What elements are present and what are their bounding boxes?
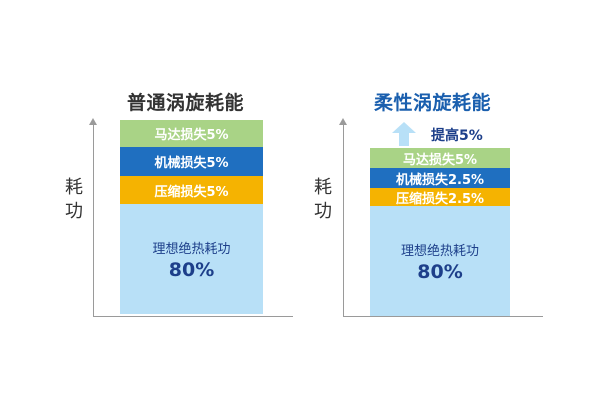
- bar-segment-motor-loss: 马达损失5%: [120, 120, 263, 147]
- segment-label: 压缩损失2.5%: [395, 191, 485, 207]
- segment-label: 机械损失2.5%: [395, 172, 485, 188]
- segment-label: 理想绝热耗功: [400, 243, 479, 259]
- bar-segment-motor-loss: 马达损失5%: [370, 148, 510, 168]
- stacked-bar: 马达损失5% 机械损失5% 压缩损失5% 理想绝热耗功 80%: [120, 120, 263, 314]
- y-axis-label: 耗功: [314, 177, 332, 222]
- segment-label: 马达损失5%: [154, 128, 229, 143]
- bar-segment-mechanical-loss: 机械损失2.5%: [370, 168, 510, 188]
- improvement-label: 提高5%: [431, 128, 483, 144]
- bar-segment-mechanical-loss: 机械损失5%: [120, 147, 263, 176]
- y-axis-line: [93, 124, 94, 316]
- segment-label: 机械损失5%: [154, 156, 229, 171]
- y-axis-label: 耗功: [65, 177, 83, 222]
- y-axis-arrow-icon: [339, 118, 347, 125]
- bar-segment-compression-loss: 压缩损失5%: [120, 176, 263, 204]
- chart-title: 柔性涡旋耗能: [374, 92, 492, 114]
- segment-label: 理想绝热耗功: [152, 241, 231, 257]
- chart-title: 普通涡旋耗能: [127, 92, 245, 114]
- segment-value: 80%: [168, 258, 215, 281]
- segment-label: 压缩损失5%: [154, 184, 229, 200]
- up-arrow-icon: [392, 122, 416, 146]
- bar-segment-compression-loss: 压缩损失2.5%: [370, 188, 510, 207]
- x-axis-line: [343, 316, 543, 317]
- bar-segment-adiabatic-work: 理想绝热耗功 80%: [120, 204, 263, 314]
- x-axis-line: [93, 316, 293, 317]
- bar-segment-adiabatic-work: 理想绝热耗功 80%: [370, 206, 510, 316]
- y-axis-line: [343, 124, 344, 316]
- segment-label: 马达损失5%: [402, 152, 478, 168]
- segment-value: 80%: [417, 260, 463, 283]
- stacked-bar: 马达损失5% 机械损失2.5% 压缩损失2.5% 理想绝热耗功 80%: [370, 148, 510, 316]
- y-axis-arrow-icon: [89, 118, 97, 125]
